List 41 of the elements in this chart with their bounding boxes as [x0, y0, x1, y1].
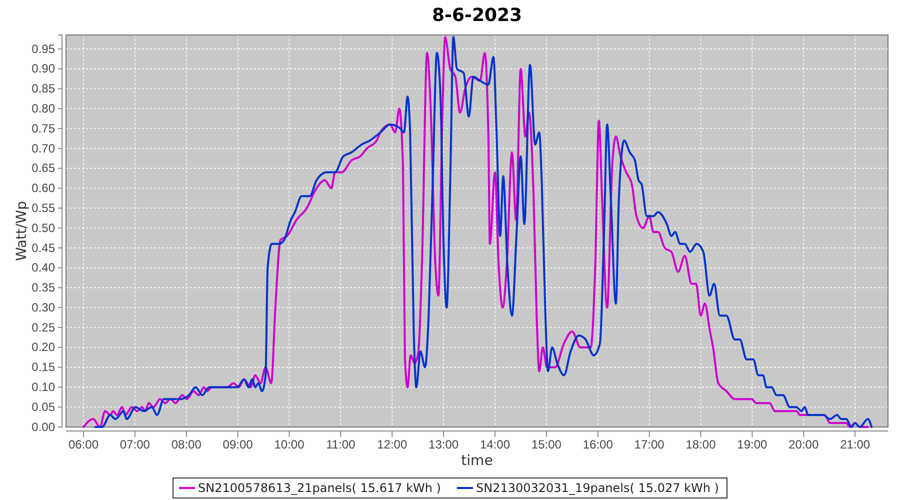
- x-tick-label: 06:00: [68, 438, 99, 452]
- x-tick-label: 11:00: [326, 438, 356, 452]
- y-tick-label: 0.35: [32, 280, 56, 295]
- y-axis-title: Watt/Wp: [14, 200, 30, 261]
- x-tick-label: 07:00: [120, 438, 150, 452]
- y-tick-label: 0.85: [32, 82, 56, 96]
- y-tick-label: 0.60: [32, 181, 56, 196]
- x-tick-label: 19:00: [737, 438, 768, 452]
- legend-label: SN2130032031_19panels( 15.027 kWh ): [476, 481, 719, 495]
- y-tick-label: 0.80: [32, 101, 56, 116]
- x-tick-label: 16:00: [582, 438, 614, 452]
- y-tick-label: 0.10: [32, 380, 56, 394]
- x-tick-label: 10:00: [274, 438, 305, 452]
- y-tick-label: 0.45: [32, 240, 56, 255]
- y-tick-label: 0.90: [32, 62, 56, 76]
- x-tick-label: 13:00: [428, 438, 459, 452]
- x-tick-label: 14:00: [480, 438, 510, 452]
- x-tick-label: 09:00: [222, 438, 254, 452]
- y-tick-label: 0.30: [32, 300, 56, 314]
- x-tick-label: 21:00: [840, 438, 870, 452]
- chart-title: 8-6-2023: [432, 5, 522, 26]
- x-axis-title: time: [461, 453, 493, 469]
- y-tick-label: 0.25: [32, 320, 56, 334]
- y-tick-label: 0.05: [32, 400, 56, 414]
- y-tick-label: 0.20: [32, 340, 56, 354]
- y-tick-label: 0.95: [32, 42, 56, 56]
- y-tick-label: 0.70: [32, 141, 56, 156]
- y-tick-label: 0.40: [32, 260, 56, 275]
- y-tick-label: 0.15: [32, 360, 56, 374]
- y-tick-label: 0.50: [32, 220, 56, 235]
- y-tick-label: 0.75: [32, 121, 56, 136]
- x-tick-label: 17:00: [634, 438, 665, 452]
- x-tick-label: 08:00: [171, 438, 202, 452]
- x-tick-label: 15:00: [531, 438, 562, 452]
- y-tick-label: 0.00: [32, 420, 56, 434]
- y-tick-label: 0.55: [32, 200, 56, 215]
- x-tick-label: 12:00: [377, 438, 408, 452]
- x-tick-label: 18:00: [686, 438, 716, 452]
- legend-label: SN2100578613_21panels( 15.617 kWh ): [198, 481, 441, 495]
- x-tick-label: 20:00: [788, 438, 819, 452]
- y-tick-label: 0.65: [32, 161, 56, 176]
